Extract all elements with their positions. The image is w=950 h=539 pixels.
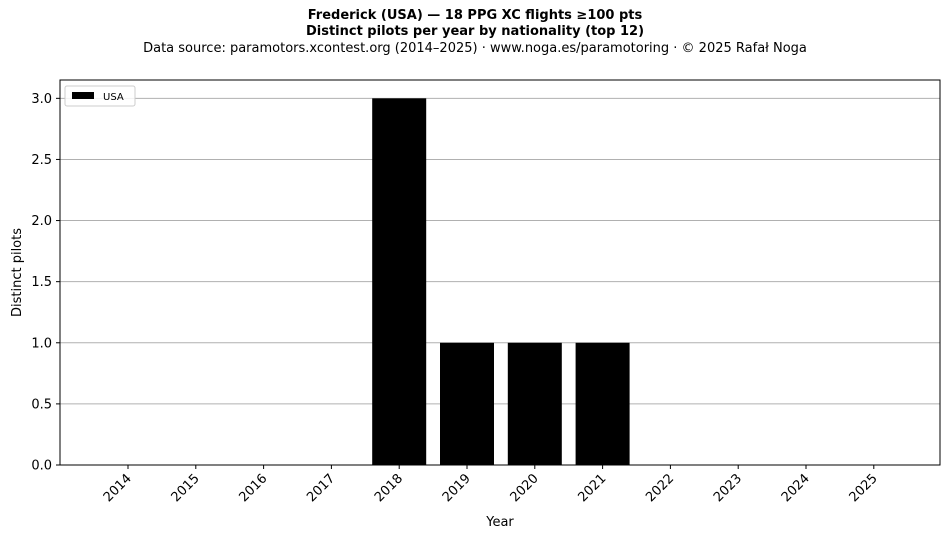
chart-title-block: Frederick (USA) — 18 PPG XC flights ≥100…: [0, 8, 950, 57]
x-tick-label: 2024: [779, 471, 813, 505]
x-tick-label: 2021: [575, 471, 609, 505]
y-tick-label: 1.5: [31, 275, 52, 290]
x-axis-label: Year: [485, 515, 514, 530]
y-tick-label: 1.0: [31, 336, 52, 351]
x-tick-label: 2018: [372, 471, 406, 505]
chart-title: Frederick (USA) — 18 PPG XC flights ≥100…: [307, 8, 643, 23]
y-tick-label: 0.0: [31, 459, 52, 474]
x-tick-label: 2020: [508, 471, 542, 505]
x-tick-label: 2014: [101, 471, 135, 505]
bar-2021[interactable]: [575, 342, 630, 465]
x-tick-label: 2019: [440, 471, 474, 505]
legend-label-usa: USA: [103, 92, 124, 103]
y-tick-label: 0.5: [31, 397, 52, 412]
x-tick-label: 2015: [169, 471, 203, 505]
x-tick-label: 2017: [304, 471, 338, 505]
y-tick-label: 2.5: [31, 153, 52, 168]
data-source-note: Data source: paramotors.xcontest.org (20…: [143, 41, 807, 56]
bar-2020[interactable]: [507, 342, 562, 465]
bar-2019[interactable]: [440, 342, 494, 465]
x-tick-label: 2016: [236, 471, 270, 505]
x-tick-label: 2022: [643, 471, 677, 505]
chart-subtitle: Distinct pilots per year by nationality …: [305, 24, 645, 39]
x-tick-label: 2023: [711, 471, 745, 505]
bar-2018[interactable]: [372, 98, 427, 465]
legend[interactable]: USA: [64, 85, 136, 107]
legend-swatch-usa: [72, 92, 94, 99]
grid-layer: [60, 97, 940, 405]
plot-frame: [59, 79, 941, 466]
x-tick-label: 2025: [847, 471, 881, 505]
y-tick-label: 3.0: [31, 92, 52, 107]
bar-layer: [372, 98, 630, 465]
legend-box: [64, 85, 136, 107]
y-axis-label: Distinct pilots: [10, 228, 25, 317]
y-tick-label: 2.0: [31, 214, 52, 229]
